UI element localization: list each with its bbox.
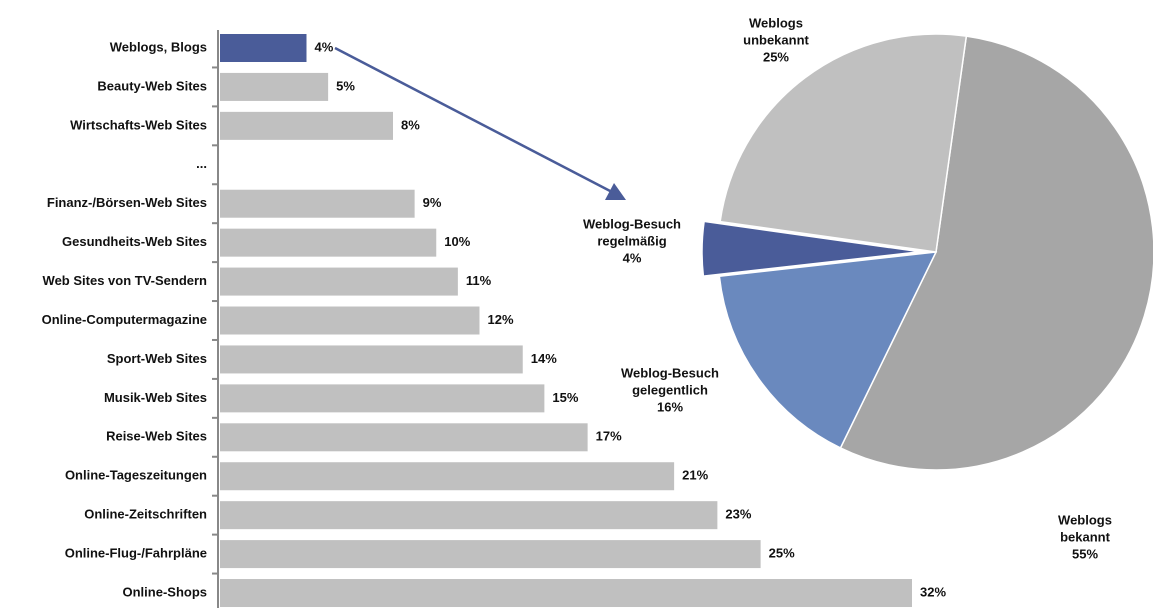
arrow (334, 46, 613, 194)
value-label: 25% (769, 546, 795, 561)
category-label: Reise-Web Sites (106, 429, 207, 444)
pie-slice (839, 35, 1153, 471)
value-label: 11% (466, 273, 492, 288)
category-label: Wirtschafts-Web Sites (70, 117, 207, 132)
bar (220, 345, 523, 374)
slice-label: Weblogs unbekannt 25% (743, 15, 809, 66)
bar (220, 189, 415, 218)
category-label: Online-Computermagazine (42, 312, 207, 327)
bar (220, 72, 329, 101)
category-label: Gesundheits-Web Sites (62, 234, 207, 249)
slice-value: 25% (762, 49, 790, 65)
bar (220, 540, 761, 569)
category-label: Web Sites von TV-Sendern (43, 273, 208, 288)
value-label: 8% (401, 117, 420, 132)
bar (220, 111, 393, 140)
bar (220, 384, 545, 413)
category-label: Finanz-/Börsen-Web Sites (47, 195, 207, 210)
bar (220, 423, 588, 452)
value-label: 14% (531, 351, 557, 366)
value-label: 23% (725, 507, 751, 522)
value-label: 17% (596, 429, 622, 444)
value-label: 15% (552, 390, 578, 405)
slice-label: Weblog-Besuch gelegentlich 16% (621, 365, 719, 416)
bar (220, 501, 718, 530)
category-label: Online-Tageszeitungen (65, 468, 207, 483)
slice-value: 55% (1071, 546, 1099, 562)
category-label: Sport-Web Sites (107, 351, 207, 366)
bar (220, 228, 437, 257)
category-label: ... (196, 156, 207, 171)
bar (220, 34, 307, 62)
category-label: Online-Shops (123, 584, 208, 599)
pie-slice (719, 33, 968, 253)
value-label: 32% (920, 584, 946, 599)
value-label: 4% (315, 39, 334, 54)
slice-name: Weblogs unbekannt (743, 15, 809, 48)
slice-name: Weblog-Besuch regelmäßig (583, 216, 681, 249)
value-label: 12% (488, 312, 514, 327)
pie-slice (718, 251, 938, 449)
value-label: 9% (423, 195, 442, 210)
slice-label: Weblog-Besuch regelmäßig 4% (583, 216, 681, 267)
pie-slice (701, 220, 921, 277)
category-label: Musik-Web Sites (104, 390, 207, 405)
value-label: 5% (336, 78, 355, 93)
bar (220, 306, 480, 335)
bar (220, 267, 458, 296)
bar (220, 579, 912, 608)
value-label: 21% (682, 468, 708, 483)
category-label: Online-Flug-/Fahrpläne (65, 546, 207, 561)
slice-label: Weblogs bekannt 55% (1051, 512, 1119, 563)
bar (220, 462, 675, 491)
value-label: 10% (444, 234, 470, 249)
slice-value: 4% (622, 250, 642, 266)
category-label: Beauty-Web Sites (97, 78, 207, 93)
slice-name: Weblogs bekannt (1058, 512, 1112, 545)
slice-value: 16% (656, 399, 684, 415)
slice-name: Weblog-Besuch gelegentlich (621, 365, 719, 398)
category-label: Weblogs, Blogs (110, 39, 207, 54)
category-label: Online-Zeitschriften (84, 507, 207, 522)
arrow-head (605, 183, 626, 200)
